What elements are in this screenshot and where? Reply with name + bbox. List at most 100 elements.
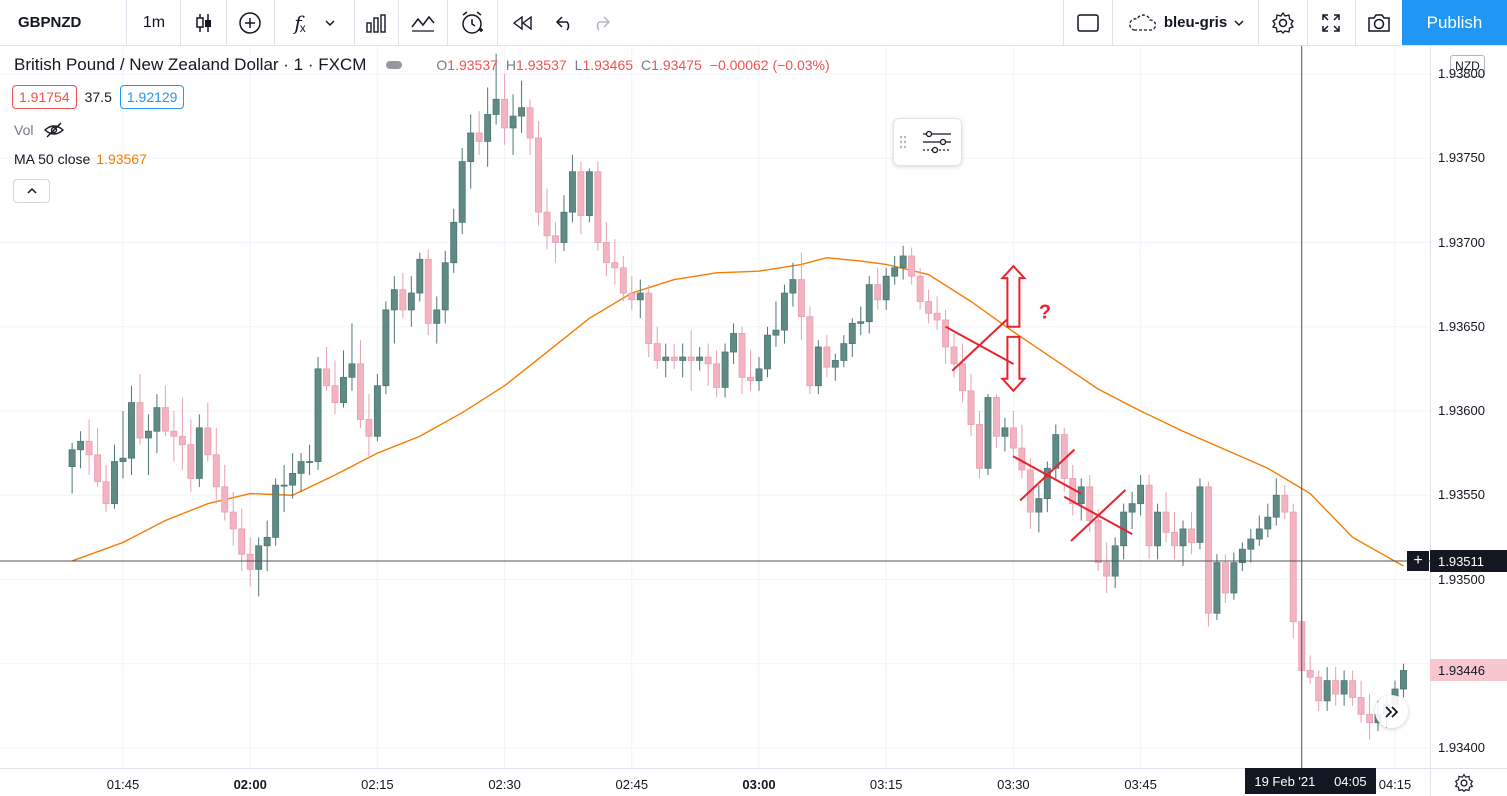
candle-body <box>594 171 602 243</box>
candle-body <box>77 440 85 451</box>
annotation-arrow-up <box>1000 264 1027 328</box>
templates-bars-icon[interactable] <box>358 0 394 45</box>
candle-body <box>1221 562 1229 594</box>
candle-body <box>1366 713 1374 724</box>
price-tick-label: 1.93600 <box>1438 403 1485 418</box>
candle-body <box>1281 494 1289 513</box>
annotation-x-mark <box>1019 448 1076 502</box>
ma50-line <box>71 256 1404 567</box>
chevron-down-icon <box>325 19 335 26</box>
ma-value: 1.93567 <box>96 151 147 167</box>
toolbar-divider <box>180 0 181 45</box>
candle-body <box>407 292 415 311</box>
ma-label: MA 50 close <box>14 151 91 167</box>
candle-body <box>772 329 780 336</box>
chart-area[interactable]: ? <box>0 46 1507 796</box>
theme-dropdown[interactable]: bleu-gris <box>1113 0 1258 45</box>
candle-body <box>585 171 593 216</box>
layout-square-icon[interactable] <box>1068 0 1108 45</box>
crosshair-date: 19 Feb '21 <box>1254 773 1316 789</box>
alert-clock-icon[interactable] <box>452 0 492 45</box>
replay-icon[interactable] <box>503 0 543 45</box>
candle-body <box>161 407 169 432</box>
candle-body <box>1128 503 1136 513</box>
scroll-to-realtime-button[interactable] <box>1375 695 1408 728</box>
candle-body <box>1179 528 1187 547</box>
candle-body <box>102 481 110 505</box>
price-chart[interactable]: ? <box>0 46 1507 796</box>
compare-plus-icon[interactable] <box>232 0 268 45</box>
toolbar-divider <box>1355 0 1356 45</box>
candle-body <box>297 461 305 474</box>
undo-icon[interactable] <box>547 0 583 45</box>
symbol-search-button[interactable]: GBPNZD <box>18 14 82 31</box>
candle-body <box>433 309 441 324</box>
volume-legend[interactable]: Vol <box>14 122 65 138</box>
candle-body <box>730 333 738 353</box>
candle-body <box>568 171 576 213</box>
annotation-arrow-down <box>1000 335 1027 393</box>
cloud-icon <box>1128 13 1156 31</box>
object-tree-icon[interactable] <box>912 129 961 155</box>
settings-gear-icon[interactable] <box>1263 0 1303 45</box>
price-tick-label: 1.93500 <box>1438 571 1485 587</box>
candle-body <box>831 360 839 368</box>
candle-body <box>543 211 551 237</box>
price-tick-label: 1.93400 <box>1438 740 1485 755</box>
toolbar-divider <box>274 0 275 45</box>
market-status-icon[interactable] <box>386 61 403 69</box>
candle-body <box>1264 516 1272 530</box>
time-tick-label: 03:30 <box>997 777 1030 792</box>
candle-body <box>857 321 865 324</box>
symbol-description[interactable]: British Pound / New Zealand Dollar · 1 ·… <box>14 55 367 74</box>
candle-body <box>246 553 254 570</box>
candle-body <box>925 301 933 314</box>
last-price-label: 1.93446 <box>1430 659 1507 681</box>
publish-button[interactable]: Publish <box>1402 0 1507 45</box>
candle-body <box>111 461 118 505</box>
candle-body <box>136 402 144 439</box>
sell-price-button[interactable]: 1.91754 <box>12 85 77 109</box>
candle-body <box>170 430 178 437</box>
candle-body <box>653 343 661 361</box>
redo-icon[interactable] <box>583 0 619 45</box>
candle-body <box>823 346 831 368</box>
candle-body <box>1196 486 1204 543</box>
chart-settings-gear-icon[interactable] <box>1451 772 1477 794</box>
candle-body <box>747 376 754 382</box>
currency-badge[interactable]: NZD <box>1450 55 1485 77</box>
candle-body <box>1162 511 1170 533</box>
toolbar-divider <box>398 0 399 45</box>
candle-body <box>526 107 534 139</box>
floating-drawing-toolbar[interactable] <box>893 118 962 166</box>
add-plus-button[interactable]: + <box>1407 551 1429 571</box>
candle-body <box>1315 676 1323 702</box>
fullscreen-icon[interactable] <box>1311 0 1351 45</box>
candle-body <box>619 267 627 294</box>
collapse-legend-button[interactable] <box>13 179 50 203</box>
ma-legend[interactable]: MA 50 close 1.93567 <box>14 151 147 167</box>
time-tick-label: 03:15 <box>869 777 903 792</box>
drag-handle[interactable] <box>894 119 912 165</box>
candle-body <box>484 114 492 142</box>
buy-price-button[interactable]: 1.92129 <box>119 85 185 109</box>
toolbar-divider <box>226 0 227 45</box>
candle-body <box>365 419 373 437</box>
candle-body <box>865 284 873 323</box>
candle-body <box>1035 498 1043 513</box>
candle-body <box>1094 520 1102 564</box>
candle-body <box>1332 680 1340 695</box>
candle-body <box>636 292 644 301</box>
price-tick-label: 1.93700 <box>1438 234 1485 250</box>
chart-type-icon[interactable] <box>403 0 443 45</box>
candle-body <box>874 284 882 301</box>
eye-hidden-icon[interactable] <box>43 122 65 138</box>
candle-body <box>441 262 449 311</box>
interval-button[interactable]: 1m <box>142 13 166 31</box>
camera-icon[interactable] <box>1358 0 1400 45</box>
candle-body <box>221 486 229 513</box>
candle-body <box>1001 427 1009 437</box>
candles-icon[interactable] <box>186 0 222 45</box>
candle-body <box>1306 670 1314 678</box>
